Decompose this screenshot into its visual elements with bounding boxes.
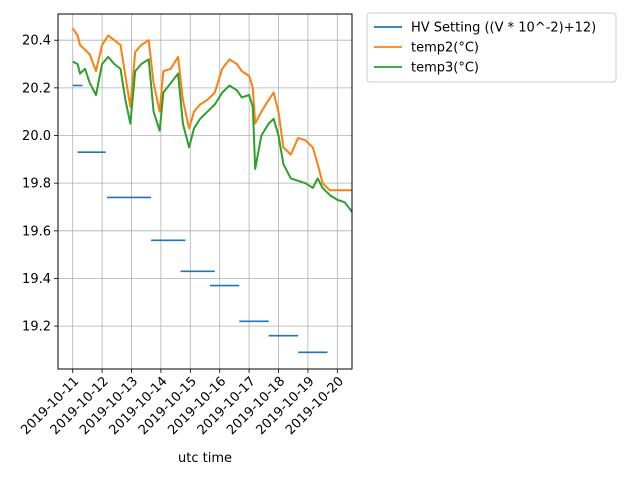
series-hv-setting [72,84,328,354]
y-tick-label: 19.6 [22,224,51,239]
series-temp2-line [71,27,352,192]
legend-box [366,12,617,83]
y-tick-label: 19.2 [22,320,51,335]
legend-entry-label: HV Setting ((V * 10^-2)+12) [411,21,596,36]
y-tick-label: 19.8 [22,177,51,192]
y-tick-label: 19.4 [22,272,51,287]
x-axis-title: utc time [178,451,232,466]
y-tick-label: 20.0 [22,129,51,144]
plot-frame [57,13,353,370]
legend-entry-label: temp3(°C) [411,61,479,76]
y-tick-label: 20.2 [22,81,51,96]
x-axis: 2019-10-112019-10-122019-10-132019-10-14… [18,369,347,438]
legend: HV Setting ((V * 10^-2)+12) temp2(°C) temp… [366,12,617,83]
y-tick-label: 20.4 [22,34,51,49]
y-axis: 19.2 19.4 19.6 19.8 20.0 20.2 20.4 [22,34,58,335]
series-layer [71,27,353,354]
series-temp3-line [72,55,353,213]
legend-entry-label: temp2(°C) [411,41,479,56]
